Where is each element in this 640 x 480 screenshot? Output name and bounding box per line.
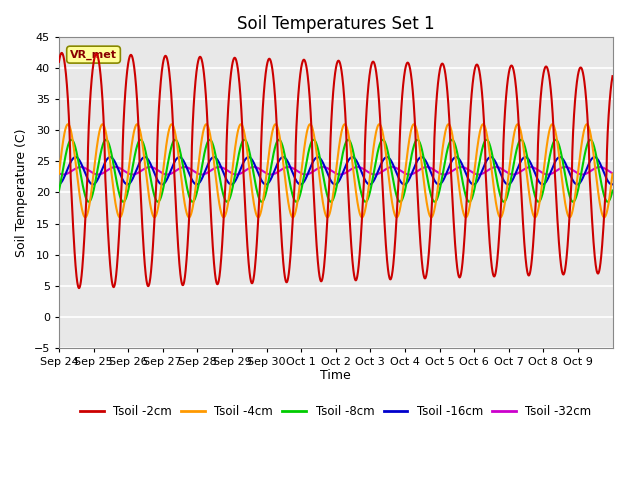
Tsoil -8cm <box>502 196 510 202</box>
Line: Tsoil -2cm: Tsoil -2cm <box>59 53 612 288</box>
Tsoil -16cm <box>534 177 542 183</box>
X-axis label: Time: Time <box>321 370 351 383</box>
Tsoil -16cm <box>55 181 63 187</box>
Tsoil -8cm <box>601 195 609 201</box>
Tsoil -16cm <box>503 181 511 187</box>
Tsoil -16cm <box>230 180 238 185</box>
Title: Soil Temperatures Set 1: Soil Temperatures Set 1 <box>237 15 435 33</box>
Tsoil -2cm <box>534 141 542 147</box>
Tsoil -32cm <box>458 164 465 170</box>
Tsoil -32cm <box>55 170 63 176</box>
Tsoil -2cm <box>75 285 83 291</box>
Tsoil -2cm <box>58 50 65 56</box>
Tsoil -32cm <box>601 166 609 171</box>
Tsoil -16cm <box>124 181 131 187</box>
Tsoil -2cm <box>609 73 616 79</box>
Tsoil -2cm <box>111 282 118 288</box>
Line: Tsoil -4cm: Tsoil -4cm <box>59 124 612 217</box>
Tsoil -8cm <box>609 188 616 193</box>
Tsoil -4cm <box>289 215 297 220</box>
Tsoil -32cm <box>503 169 511 175</box>
Tsoil -4cm <box>111 192 118 198</box>
Tsoil -4cm <box>503 187 511 192</box>
Tsoil -4cm <box>534 208 542 214</box>
Tsoil -16cm <box>369 179 377 184</box>
Tsoil -16cm <box>111 158 118 164</box>
Tsoil -32cm <box>609 170 616 176</box>
Tsoil -16cm <box>609 181 616 187</box>
Tsoil -4cm <box>601 214 609 220</box>
Tsoil -4cm <box>55 171 63 177</box>
Tsoil -4cm <box>609 171 616 177</box>
Tsoil -32cm <box>440 171 448 177</box>
Tsoil -8cm <box>369 175 377 180</box>
Tsoil -32cm <box>369 171 377 177</box>
Line: Tsoil -16cm: Tsoil -16cm <box>59 157 612 184</box>
Tsoil -4cm <box>307 121 314 127</box>
Tsoil -16cm <box>106 154 114 160</box>
Tsoil -4cm <box>369 146 377 152</box>
Tsoil -4cm <box>230 156 237 162</box>
Legend: Tsoil -2cm, Tsoil -4cm, Tsoil -8cm, Tsoil -16cm, Tsoil -32cm: Tsoil -2cm, Tsoil -4cm, Tsoil -8cm, Tsoi… <box>76 400 596 422</box>
Line: Tsoil -32cm: Tsoil -32cm <box>59 167 612 174</box>
Text: VR_met: VR_met <box>70 49 117 60</box>
Tsoil -2cm <box>601 197 609 203</box>
Tsoil -8cm <box>517 137 525 143</box>
Tsoil -8cm <box>55 188 63 193</box>
Tsoil -32cm <box>534 167 542 173</box>
Tsoil -2cm <box>55 59 63 65</box>
Tsoil -8cm <box>534 199 541 204</box>
Tsoil -32cm <box>230 171 237 177</box>
Line: Tsoil -8cm: Tsoil -8cm <box>59 140 612 202</box>
Tsoil -32cm <box>111 164 118 170</box>
Tsoil -16cm <box>601 172 609 178</box>
Tsoil -2cm <box>503 86 511 92</box>
Tsoil -8cm <box>534 199 542 204</box>
Tsoil -8cm <box>230 179 237 185</box>
Y-axis label: Soil Temperature (C): Soil Temperature (C) <box>15 128 28 257</box>
Tsoil -2cm <box>369 59 377 65</box>
Tsoil -8cm <box>111 166 118 171</box>
Tsoil -2cm <box>230 55 238 61</box>
